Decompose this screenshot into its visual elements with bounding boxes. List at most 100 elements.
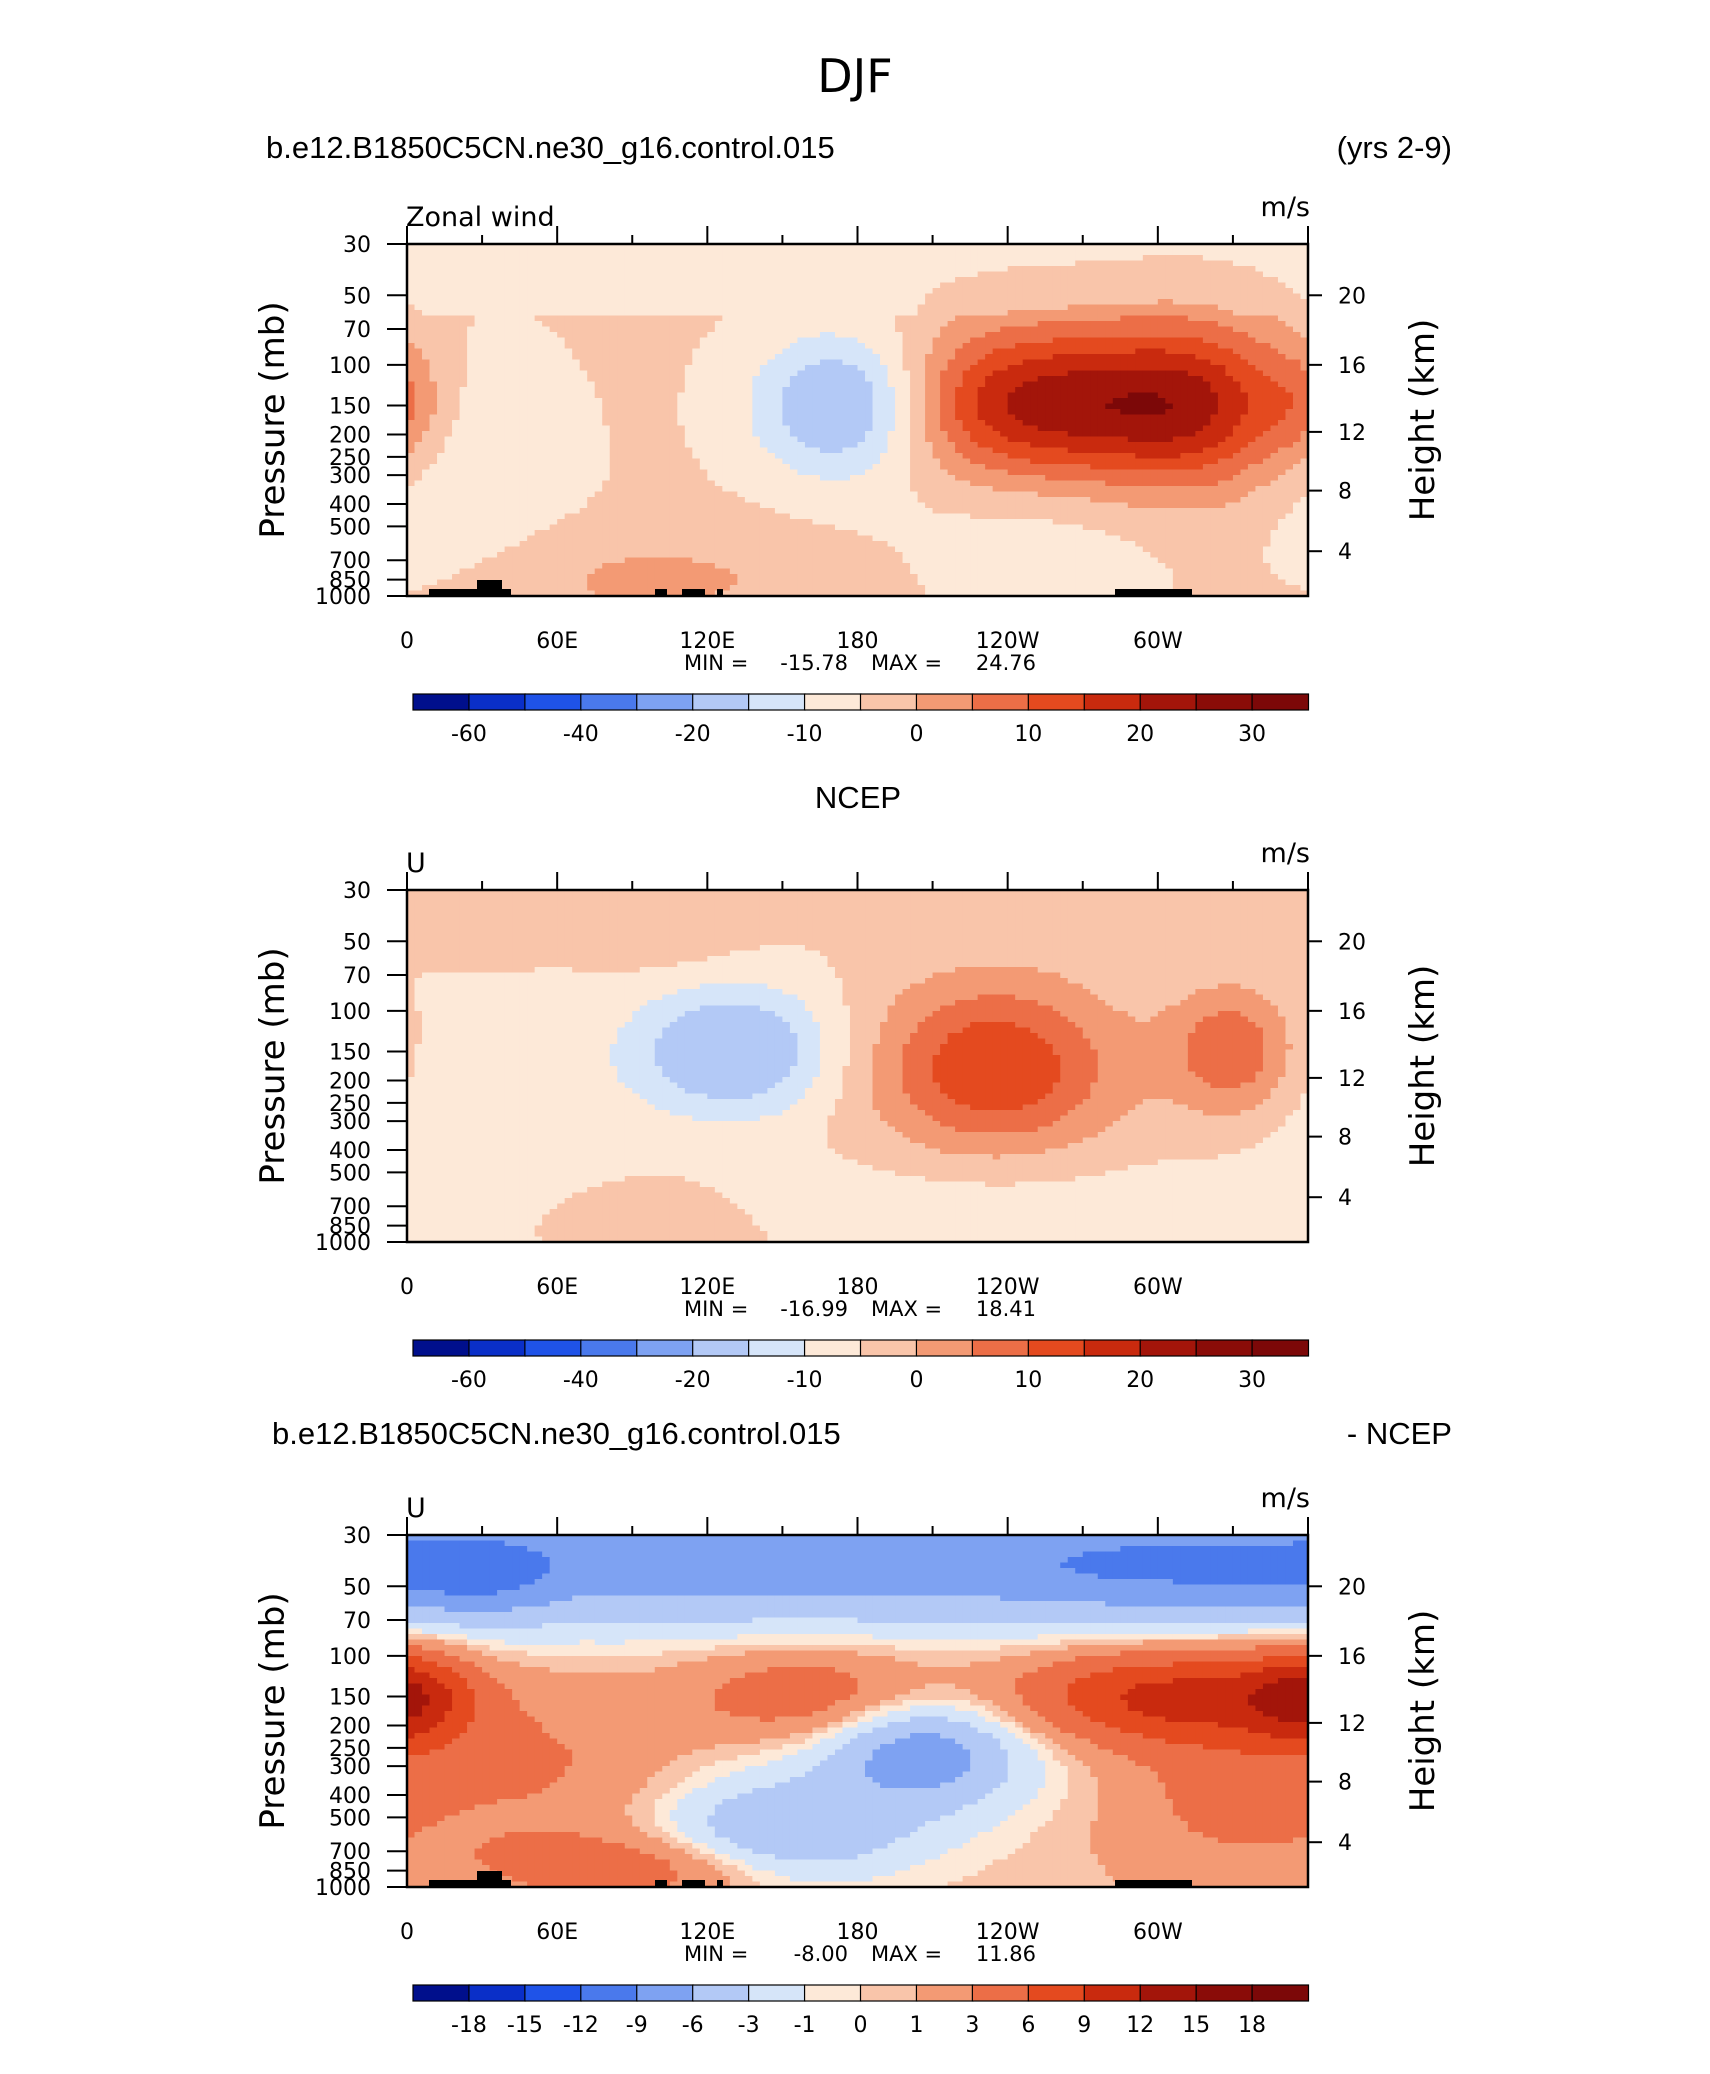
field-cell — [662, 420, 671, 427]
field-cell — [737, 354, 746, 361]
field-cell — [1195, 420, 1204, 427]
field-cell — [504, 260, 513, 267]
field-cell — [1000, 255, 1009, 262]
field-cell — [1000, 299, 1009, 306]
field-cell — [722, 409, 731, 416]
field-cell — [977, 310, 986, 317]
field-cell — [1007, 277, 1016, 284]
field-cell — [865, 442, 874, 449]
field-cell — [437, 365, 446, 372]
field-cell — [1127, 244, 1136, 251]
field-cell — [819, 282, 829, 289]
field-cell — [722, 447, 731, 454]
field-cell — [797, 321, 806, 328]
field-cell — [1060, 431, 1069, 438]
field-cell — [1037, 348, 1046, 355]
field-cell — [1157, 282, 1166, 289]
field-cell — [759, 365, 768, 372]
field-cell — [804, 464, 814, 471]
field-cell — [842, 310, 851, 317]
field-cell — [1232, 409, 1242, 416]
field-cell — [527, 326, 536, 333]
field-cell — [789, 354, 799, 361]
field-cell — [452, 425, 461, 432]
field-cell — [1022, 315, 1031, 322]
field-cell — [632, 277, 641, 284]
field-cell — [639, 255, 648, 262]
field-cell — [872, 409, 881, 416]
field-cell — [1112, 431, 1121, 438]
field-cell — [407, 244, 416, 251]
field-cell — [1255, 420, 1264, 427]
field-cell — [692, 343, 701, 350]
field-cell — [797, 310, 806, 317]
field-cell — [594, 354, 603, 361]
field-cell — [1105, 348, 1114, 355]
field-cell — [1090, 255, 1099, 262]
field-cell — [1232, 381, 1242, 388]
field-cell — [767, 447, 776, 454]
field-cell — [429, 381, 438, 388]
field-cell — [819, 376, 829, 383]
field-cell — [617, 271, 626, 278]
field-cell — [1300, 398, 1308, 405]
field-cell — [857, 392, 866, 399]
field-cell — [1217, 442, 1227, 449]
field-cell — [940, 409, 949, 416]
field-cell — [444, 277, 453, 284]
field-cell — [527, 398, 536, 405]
field-cell — [925, 271, 934, 278]
field-cell — [482, 288, 491, 295]
field-cell — [1105, 266, 1114, 273]
field-cell — [737, 365, 746, 372]
field-cell — [639, 249, 648, 256]
field-cell — [865, 293, 874, 300]
field-cell — [977, 277, 986, 284]
field-cell — [1097, 447, 1106, 454]
field-cell — [977, 365, 986, 372]
field-cell — [1270, 359, 1279, 366]
field-cell — [925, 249, 934, 256]
field-cell — [489, 354, 498, 361]
field-cell — [594, 370, 603, 377]
field-cell — [737, 315, 746, 322]
field-cell — [774, 359, 784, 366]
field-cell — [497, 436, 506, 443]
field-cell — [1202, 321, 1211, 328]
field-cell — [729, 365, 738, 372]
field-cell — [1030, 277, 1039, 284]
field-cell — [887, 365, 896, 372]
field-cell — [527, 442, 536, 449]
field-cell — [1112, 398, 1121, 405]
field-cell — [737, 244, 746, 251]
field-cell — [925, 464, 934, 471]
field-cell — [1052, 376, 1061, 383]
field-cell — [880, 458, 889, 465]
field-cell — [842, 458, 851, 465]
field-cell — [1015, 365, 1024, 372]
field-cell — [759, 370, 768, 377]
field-cell — [1165, 464, 1174, 471]
field-cell — [1172, 321, 1181, 328]
field-cell — [519, 255, 528, 262]
field-cell — [459, 337, 468, 344]
field-cell — [579, 403, 588, 410]
field-cell — [1232, 436, 1242, 443]
field-cell — [1247, 260, 1257, 267]
field-cell — [797, 271, 806, 278]
field-cell — [895, 392, 904, 399]
field-cell — [767, 387, 776, 394]
field-cell — [572, 332, 581, 339]
field-cell — [865, 310, 874, 317]
field-cell — [1045, 249, 1054, 256]
field-cell — [910, 442, 919, 449]
field-cell — [1097, 409, 1106, 416]
field-cell — [1120, 403, 1129, 410]
field-cell — [609, 304, 618, 311]
field-cell — [1292, 321, 1302, 328]
field-cell — [1015, 458, 1024, 465]
field-cell — [759, 381, 768, 388]
field-cell — [1285, 387, 1294, 394]
field-cell — [842, 337, 851, 344]
field-cell — [1060, 266, 1069, 273]
